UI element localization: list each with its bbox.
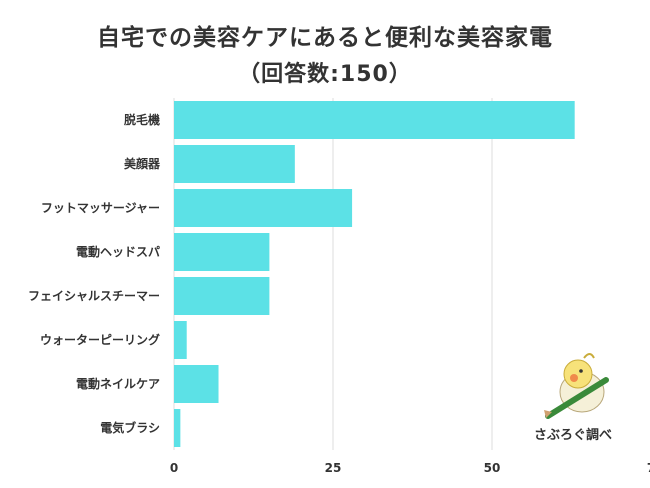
- bar: [174, 145, 295, 183]
- bar: [174, 365, 219, 403]
- chart-subtitle: （回答数:150）: [238, 62, 412, 87]
- bar: [174, 321, 187, 359]
- x-tick-label: 50: [484, 461, 501, 475]
- bar: [174, 233, 270, 271]
- category-label: ウォーターピーリング: [40, 332, 160, 347]
- bird-mascot-icon: [544, 353, 609, 419]
- bar: [174, 409, 181, 447]
- category-label: 美顔器: [124, 156, 161, 171]
- x-tick-label: 0: [170, 461, 178, 475]
- bar: [174, 101, 575, 139]
- chart-title: 自宅での美容ケアにあると便利な美容家電: [97, 25, 553, 51]
- x-tick-label: 7: [647, 461, 650, 475]
- x-tick-label: 25: [325, 461, 342, 475]
- category-label: 脱毛機: [124, 112, 160, 127]
- category-label: 電動ヘッドスパ: [76, 244, 160, 259]
- bar: [174, 189, 353, 227]
- category-label: 電気ブラシ: [100, 420, 160, 435]
- category-label: フェイシャルスチーマー: [28, 289, 160, 303]
- source-credit: さぶろぐ調べ: [534, 428, 613, 443]
- category-label: 電動ネイルケア: [76, 376, 160, 391]
- category-label: フットマッサージャー: [41, 201, 160, 215]
- bar: [174, 277, 270, 315]
